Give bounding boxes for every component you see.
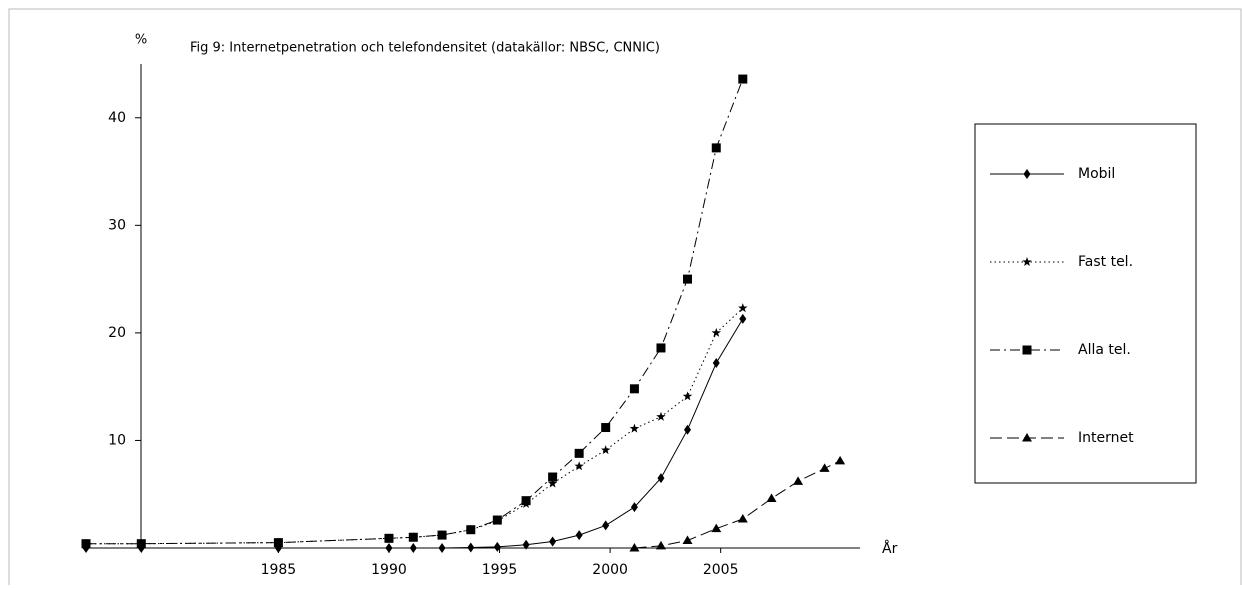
y-tick-label: 40 (108, 110, 126, 126)
marker (630, 502, 638, 513)
marker (466, 525, 476, 535)
marker (711, 327, 722, 337)
marker (601, 423, 611, 433)
marker (600, 445, 611, 455)
legend-label: Internet (1078, 430, 1134, 446)
marker (384, 533, 394, 543)
marker (549, 536, 557, 547)
legend-box (974, 123, 1197, 484)
marker (385, 543, 393, 553)
marker (711, 523, 722, 533)
marker (629, 543, 640, 552)
legend-label: Mobil (1078, 166, 1115, 182)
marker (438, 543, 446, 553)
marker (547, 478, 558, 488)
marker (682, 391, 693, 401)
marker (1022, 257, 1032, 267)
legend-label: Fast tel. (1078, 254, 1133, 270)
frame (8, 8, 1242, 589)
marker (521, 496, 531, 506)
marker (657, 473, 665, 484)
marker (574, 461, 584, 471)
marker (81, 539, 91, 549)
x-axis-label: År (882, 540, 898, 557)
x-tick-label: 1990 (371, 562, 407, 578)
marker (437, 530, 447, 540)
marker (739, 313, 747, 324)
marker (575, 530, 583, 541)
marker (273, 538, 283, 548)
series-line (86, 307, 744, 545)
marker (656, 343, 666, 353)
marker (737, 513, 748, 523)
marker (1023, 169, 1031, 179)
marker (712, 358, 720, 369)
series-line (634, 460, 841, 549)
marker (602, 520, 610, 531)
x-tick-label: 1985 (261, 562, 297, 578)
marker (493, 541, 501, 552)
marker (683, 274, 693, 284)
marker (629, 423, 640, 433)
series-line (86, 78, 744, 545)
marker (1022, 345, 1032, 355)
marker (835, 455, 846, 465)
chart-title: Fig 9: Internetpenetration och telefonde… (190, 41, 660, 56)
marker (793, 476, 804, 485)
marker (655, 540, 666, 550)
marker (1022, 433, 1032, 442)
marker (467, 542, 475, 553)
legend-label: Alla tel. (1078, 342, 1131, 358)
marker (408, 532, 418, 542)
marker (548, 472, 558, 482)
marker (684, 424, 692, 435)
marker (574, 448, 584, 458)
marker (819, 463, 830, 472)
marker (766, 493, 777, 503)
marker (656, 411, 666, 421)
marker (738, 303, 748, 313)
y-tick-label: 20 (108, 325, 126, 341)
y-tick-label: 10 (108, 432, 126, 448)
y-axis-label: % (135, 33, 147, 48)
marker (738, 74, 748, 84)
x-tick-label: 2000 (592, 562, 628, 578)
y-tick-label: 30 (108, 217, 126, 233)
x-tick-label: 2005 (703, 562, 739, 578)
marker (629, 384, 639, 394)
marker (136, 539, 146, 549)
marker (409, 543, 417, 553)
marker (522, 539, 530, 550)
x-tick-label: 1995 (482, 562, 518, 578)
marker (492, 515, 502, 525)
marker (711, 143, 721, 153)
series-line (86, 318, 744, 549)
marker (682, 535, 693, 544)
